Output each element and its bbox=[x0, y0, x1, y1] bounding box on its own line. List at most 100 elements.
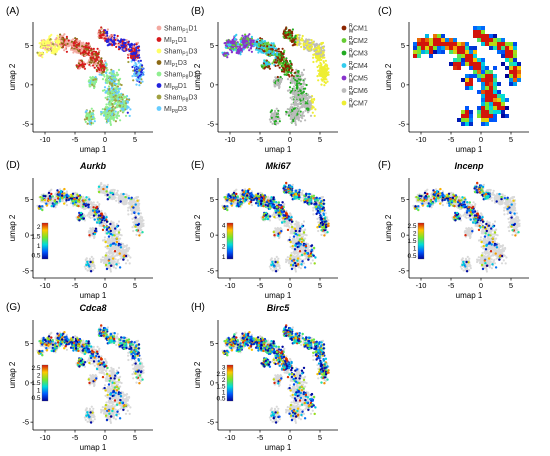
cell-point bbox=[309, 106, 312, 109]
density-cell bbox=[485, 82, 489, 86]
cell-point bbox=[84, 54, 87, 57]
density-cell bbox=[465, 106, 469, 110]
density-cell bbox=[425, 46, 429, 50]
cell-point bbox=[303, 101, 306, 104]
cell-point bbox=[104, 96, 107, 99]
y-tick-label: 0 bbox=[210, 80, 214, 89]
density-cell bbox=[445, 42, 449, 46]
cell-point bbox=[278, 66, 281, 69]
y-axis-label: umap 2 bbox=[8, 63, 17, 90]
cell-point bbox=[51, 50, 54, 53]
cell-point bbox=[320, 43, 323, 46]
cell-point bbox=[300, 45, 303, 49]
cell-point bbox=[107, 103, 110, 106]
cell-point bbox=[112, 97, 115, 100]
cell-point bbox=[284, 27, 287, 31]
cell-point bbox=[302, 83, 306, 86]
cell-point bbox=[122, 42, 126, 45]
cell-point bbox=[124, 106, 127, 109]
cell-point bbox=[88, 120, 91, 123]
cell-point bbox=[58, 41, 61, 44]
density-cell bbox=[481, 82, 485, 86]
cell-point bbox=[291, 28, 294, 31]
cell-point bbox=[109, 123, 112, 126]
cell-point bbox=[296, 113, 299, 116]
cell-point bbox=[265, 42, 268, 45]
cell-point bbox=[258, 41, 261, 44]
density-cell bbox=[457, 50, 461, 54]
cell-point bbox=[76, 39, 79, 42]
cell-point bbox=[269, 120, 272, 123]
cell-point bbox=[110, 90, 113, 94]
density-cell bbox=[481, 66, 485, 70]
cell-point bbox=[87, 51, 90, 54]
cell-point bbox=[54, 53, 57, 56]
density-cell bbox=[453, 66, 457, 70]
cell-point bbox=[323, 84, 326, 87]
cell-point bbox=[268, 118, 271, 121]
density-cell bbox=[481, 118, 485, 122]
cell-point bbox=[296, 70, 299, 73]
cell-point bbox=[126, 111, 129, 114]
cell-point bbox=[88, 59, 91, 62]
density-cell bbox=[425, 42, 429, 46]
cell-point bbox=[110, 68, 113, 71]
cell-point bbox=[282, 32, 285, 36]
density-cell bbox=[485, 98, 489, 102]
cell-point bbox=[63, 49, 66, 52]
cell-point bbox=[105, 90, 108, 93]
density-cell bbox=[465, 86, 469, 90]
cell-point bbox=[75, 49, 78, 52]
density-cell bbox=[453, 46, 457, 50]
cell-point bbox=[292, 43, 295, 47]
density-cell bbox=[501, 54, 505, 58]
cell-point bbox=[295, 87, 299, 90]
density-cell bbox=[485, 42, 489, 46]
cell-point bbox=[298, 43, 301, 47]
density-cell bbox=[493, 66, 497, 70]
legend-marker bbox=[156, 37, 162, 42]
legend-marker bbox=[156, 94, 162, 100]
cell-point bbox=[92, 109, 95, 112]
cell-point bbox=[311, 101, 314, 104]
cell-point bbox=[105, 71, 108, 75]
cell-point bbox=[221, 51, 224, 54]
density-cell bbox=[493, 94, 497, 98]
density-cell bbox=[489, 46, 493, 50]
density-cell bbox=[441, 34, 445, 38]
cell-point bbox=[315, 55, 318, 58]
cell-point bbox=[129, 108, 132, 111]
cell-point bbox=[232, 42, 235, 45]
cell-point bbox=[99, 31, 102, 34]
legend-suffix: D3 bbox=[188, 49, 197, 56]
cell-point bbox=[117, 83, 121, 86]
cell-point bbox=[255, 40, 259, 43]
cell-point bbox=[285, 72, 288, 75]
cell-point bbox=[109, 71, 112, 74]
density-cell bbox=[429, 42, 433, 46]
density-cell bbox=[425, 38, 429, 42]
cell-point bbox=[304, 104, 307, 107]
cell-point bbox=[114, 99, 117, 102]
density-cell bbox=[473, 46, 477, 50]
legend-entry: MIP8D3 bbox=[164, 106, 187, 115]
panel-label: (B) bbox=[191, 6, 204, 17]
cell-point bbox=[93, 120, 96, 123]
density-cell bbox=[469, 122, 473, 126]
density-cell bbox=[501, 62, 505, 66]
cell-point bbox=[266, 45, 269, 48]
cell-point bbox=[114, 82, 118, 86]
cell-point bbox=[299, 94, 302, 97]
legend-suffix: D1 bbox=[178, 83, 187, 90]
density-cell bbox=[465, 82, 469, 86]
density-cell bbox=[433, 42, 437, 46]
cell-point bbox=[93, 117, 96, 120]
density-cell bbox=[509, 82, 513, 86]
density-cell bbox=[449, 42, 453, 46]
cell-point bbox=[297, 91, 300, 94]
cell-point bbox=[250, 35, 253, 39]
cell-point bbox=[293, 82, 297, 85]
density-cell bbox=[501, 114, 505, 118]
density-cell bbox=[421, 38, 425, 42]
cell-point bbox=[47, 42, 50, 45]
